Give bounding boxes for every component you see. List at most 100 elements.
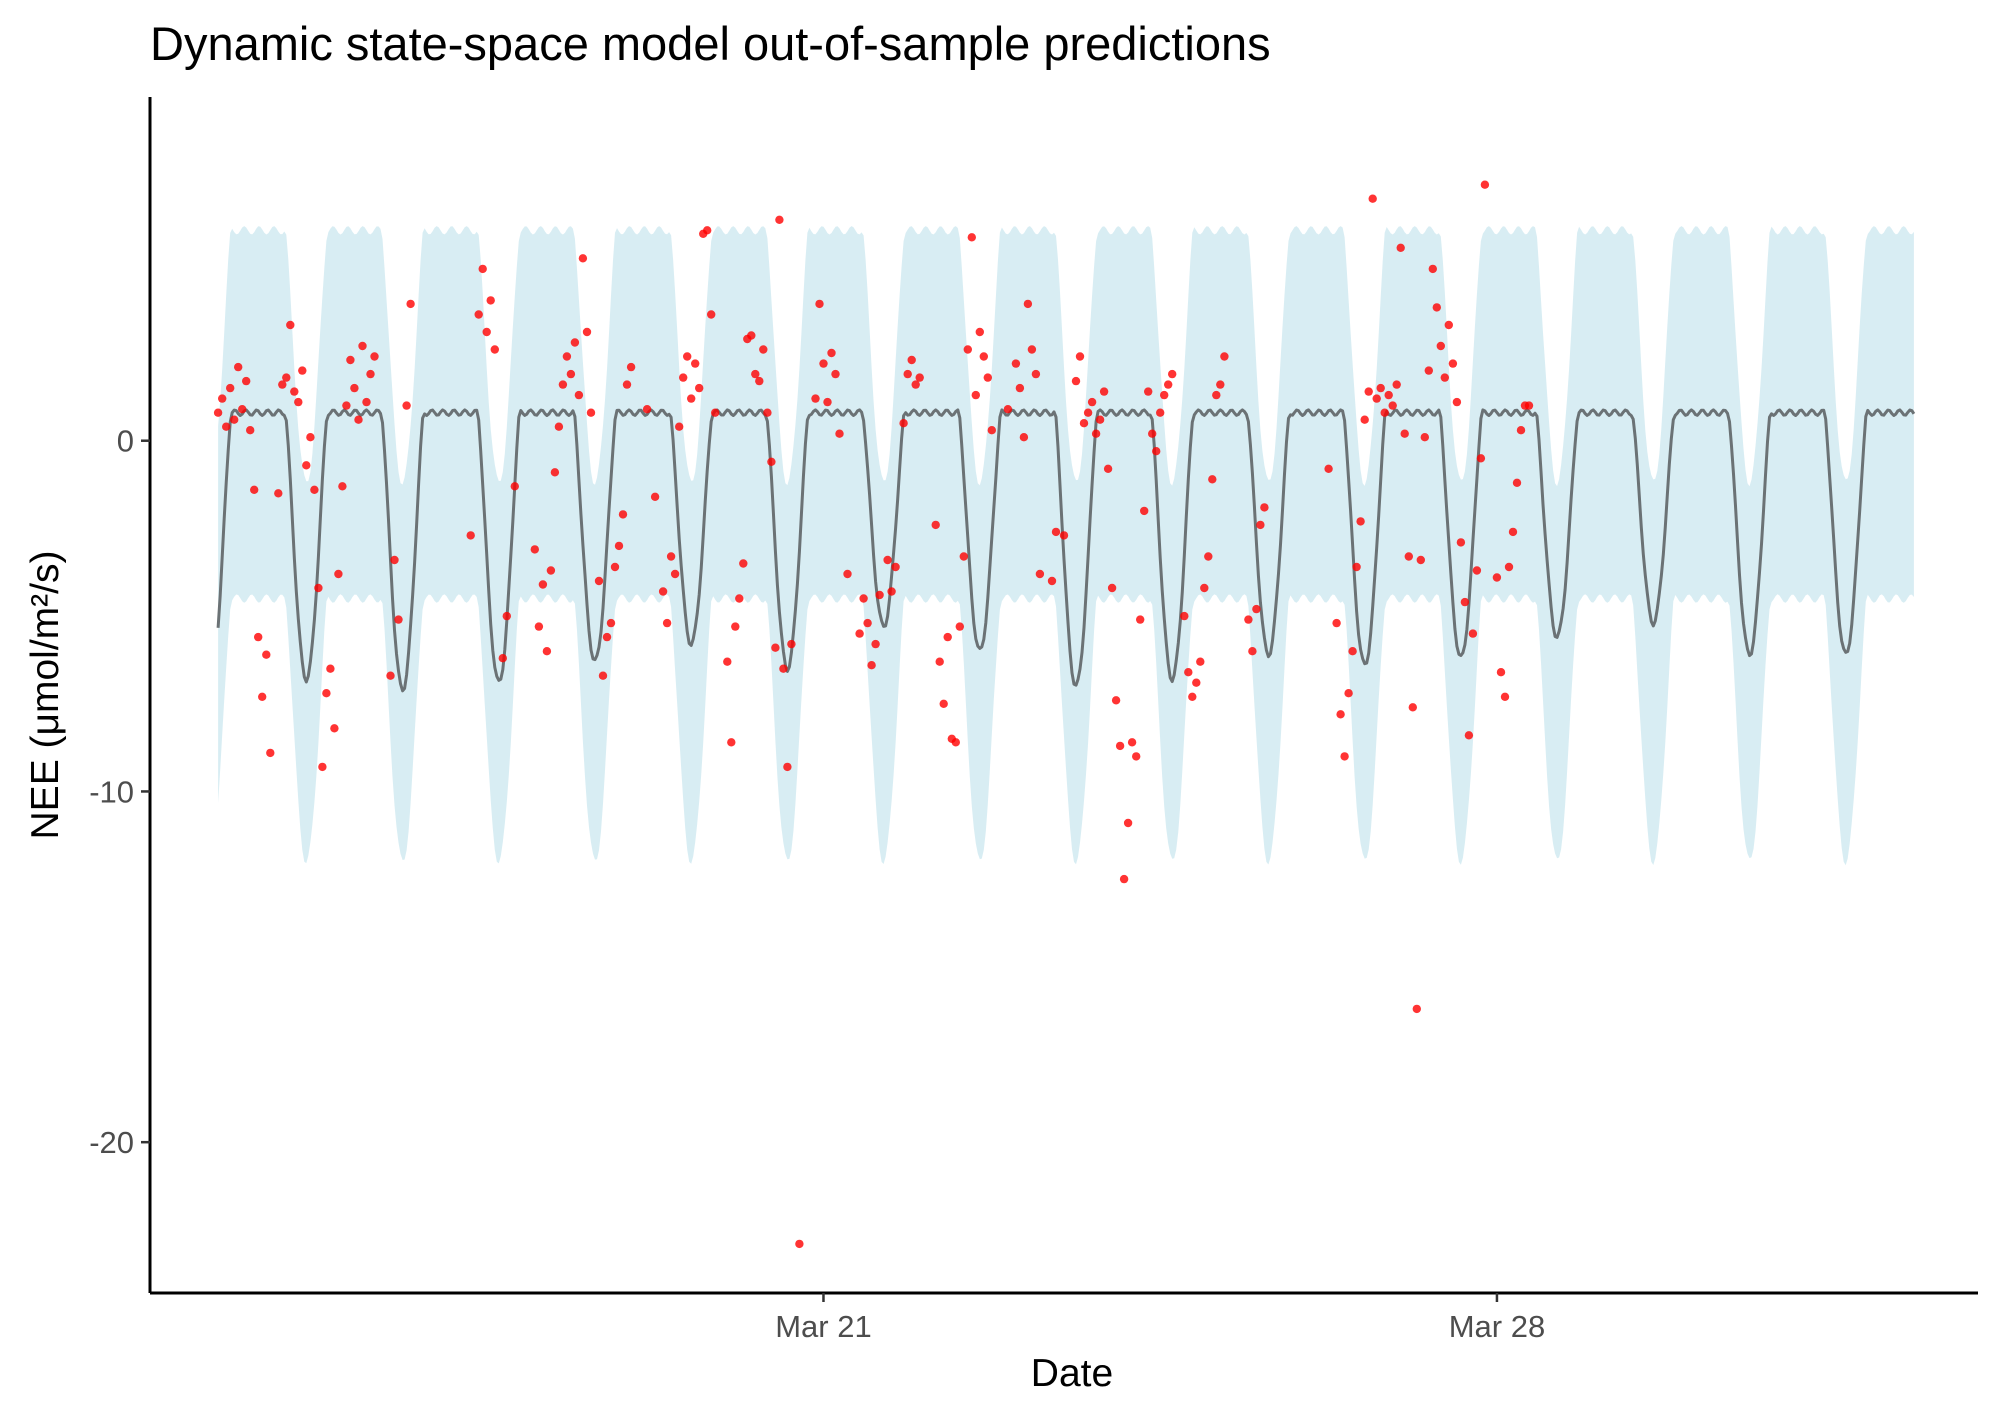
observation-point [1456, 538, 1466, 547]
observation-point [550, 468, 560, 477]
observation-point [1332, 618, 1341, 628]
observation-point [510, 482, 519, 491]
observation-point [907, 355, 916, 365]
observation-point [490, 345, 499, 354]
observation-point [342, 401, 351, 410]
observation-point [835, 429, 844, 438]
observation-point [558, 380, 568, 389]
observation-point [1023, 299, 1033, 309]
observation-point [935, 657, 944, 666]
observation-point [1364, 387, 1373, 396]
observation-point [274, 489, 283, 498]
observation-point [386, 671, 395, 680]
observation-point [466, 531, 475, 540]
observation-point [626, 362, 636, 372]
observation-point [362, 397, 371, 407]
observation-point [566, 369, 576, 379]
observation-point [771, 643, 780, 652]
observation-point [1127, 738, 1137, 747]
observation-point [242, 376, 251, 386]
observation-point [254, 632, 263, 642]
observation-point [538, 580, 548, 589]
observation-point [314, 583, 323, 593]
observation-point [213, 408, 223, 417]
observation-point [819, 359, 828, 368]
observation-point [278, 380, 287, 389]
observation-point [883, 555, 892, 565]
observation-point [290, 387, 299, 396]
observation-point [1516, 426, 1526, 435]
observation-point [346, 355, 355, 365]
observation-point [1260, 503, 1269, 512]
observation-point [1444, 320, 1454, 330]
observation-points [213, 180, 1534, 1249]
observation-point [574, 390, 584, 400]
observation-point [406, 299, 415, 309]
observation-point [679, 373, 688, 382]
observation-point [1344, 689, 1353, 698]
y-axis-title: NEE (μmol/m²/s) [24, 551, 67, 840]
observation-point [939, 699, 948, 708]
observation-point [959, 552, 968, 561]
observation-point [370, 352, 379, 361]
observation-point [875, 590, 884, 600]
observation-point [1464, 731, 1474, 740]
observation-point [1256, 520, 1265, 530]
observation-point [1500, 692, 1510, 701]
observation-point [779, 664, 788, 673]
observation-point [1348, 647, 1357, 656]
observation-point [1396, 243, 1405, 252]
observation-point [1508, 527, 1518, 537]
observation-point [334, 569, 343, 579]
observation-point [502, 611, 511, 621]
observation-point [1111, 696, 1121, 705]
observation-point [498, 654, 507, 663]
observation-point [1059, 531, 1069, 540]
observation-point [675, 422, 684, 431]
y-axis-ticks: 0 -10 -20 [89, 424, 150, 1160]
observation-point [1107, 583, 1117, 593]
observation-point [354, 415, 363, 424]
observation-point [234, 362, 243, 372]
observation-point [1031, 369, 1041, 379]
observation-point [226, 383, 235, 393]
observation-point [867, 661, 876, 670]
observation-point [815, 299, 824, 309]
observation-point [594, 576, 604, 586]
observation-point [1512, 478, 1522, 487]
observation-point [1244, 615, 1253, 624]
observation-point [975, 327, 984, 337]
observation-point [1252, 604, 1261, 614]
observation-point [735, 594, 744, 603]
observation-point [330, 724, 339, 733]
observation-point [1144, 387, 1153, 396]
observation-point [666, 552, 676, 561]
observation-point [1368, 194, 1377, 203]
observation-point [1003, 405, 1013, 414]
observation-point [1404, 552, 1414, 561]
observation-point [979, 352, 988, 361]
observation-point [1079, 419, 1089, 428]
observation-point [1196, 657, 1205, 666]
observation-point [586, 408, 596, 417]
observation-point [1115, 741, 1125, 751]
observation-point [1248, 647, 1257, 656]
observation-point [1083, 408, 1093, 417]
observation-point [731, 622, 740, 631]
observation-point [955, 622, 964, 631]
observation-point [1019, 433, 1029, 442]
observation-point [843, 569, 852, 579]
observation-point [1416, 555, 1426, 565]
observation-point [1164, 380, 1173, 389]
observation-point [1480, 180, 1490, 189]
observation-point [482, 327, 491, 337]
observation-point [1011, 359, 1021, 368]
observation-point [390, 555, 399, 565]
observation-point [1356, 517, 1365, 526]
x-tick-label: Mar 21 [775, 1309, 871, 1344]
observation-point [570, 338, 580, 347]
observation-point [326, 664, 335, 673]
observation-point [1380, 408, 1389, 417]
observation-point [578, 254, 588, 263]
observation-point [246, 426, 255, 435]
